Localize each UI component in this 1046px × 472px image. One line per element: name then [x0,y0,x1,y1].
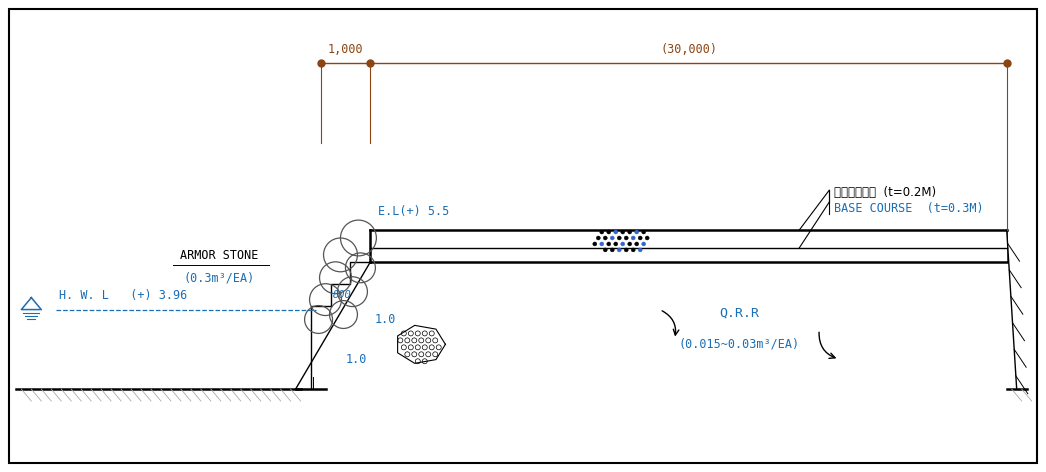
Circle shape [631,248,635,252]
Circle shape [645,236,650,240]
Circle shape [620,242,624,246]
FancyArrowPatch shape [662,311,679,335]
Circle shape [607,230,611,234]
Text: (0.3m³/EA): (0.3m³/EA) [183,272,254,285]
Circle shape [617,248,621,252]
Circle shape [610,248,614,252]
Circle shape [638,248,642,252]
Text: 1.0: 1.0 [345,353,367,366]
Circle shape [624,248,629,252]
Text: (30,000): (30,000) [660,43,718,56]
Circle shape [604,248,608,252]
Text: 콘크리트타설  (t=0.2M): 콘크리트타설 (t=0.2M) [834,186,936,199]
Circle shape [641,230,645,234]
Circle shape [631,236,635,240]
Text: (0.015~0.03m³/EA): (0.015~0.03m³/EA) [679,337,800,350]
Circle shape [635,242,639,246]
Circle shape [620,230,624,234]
Circle shape [628,242,632,246]
Circle shape [641,242,645,246]
FancyArrowPatch shape [819,332,835,358]
Text: H. W. L   (+) 3.96: H. W. L (+) 3.96 [60,288,187,302]
Circle shape [604,236,608,240]
Circle shape [610,236,614,240]
Circle shape [624,236,629,240]
Circle shape [593,242,597,246]
Text: 1,000: 1,000 [327,43,363,56]
Text: BASE COURSE  (t=0.3M): BASE COURSE (t=0.3M) [834,202,984,215]
Circle shape [638,236,642,240]
Circle shape [599,242,604,246]
Circle shape [635,230,639,234]
Circle shape [599,230,604,234]
Text: 1.0: 1.0 [374,313,395,326]
Circle shape [617,236,621,240]
Circle shape [614,230,618,234]
Text: Q.R.R: Q.R.R [720,306,759,320]
Circle shape [596,236,600,240]
Text: E.L(+) 5.5: E.L(+) 5.5 [379,205,450,218]
Polygon shape [397,325,446,363]
Text: 800: 800 [333,290,351,300]
Text: ARMOR STONE: ARMOR STONE [180,249,258,262]
Circle shape [607,242,611,246]
Circle shape [628,230,632,234]
Circle shape [614,242,618,246]
